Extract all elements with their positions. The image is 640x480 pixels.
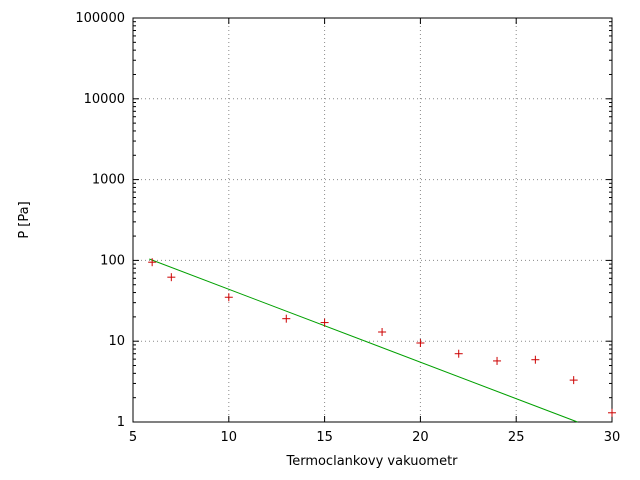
y-tick-label: 100000 xyxy=(75,11,125,26)
y-axis-title: P [Pa] xyxy=(17,201,32,238)
plot-border xyxy=(132,17,613,423)
x-axis-title: Termoclankovy vakuometr xyxy=(285,454,458,469)
y-tick-label: 10000 xyxy=(84,92,125,107)
x-tick-label: 5 xyxy=(129,430,137,445)
x-tick-label: 25 xyxy=(508,430,525,445)
y-tick-label: 1 xyxy=(117,415,125,430)
y-tick-label: 1000 xyxy=(92,173,125,188)
x-tick-label: 15 xyxy=(316,430,333,445)
x-tick-label: 30 xyxy=(604,430,621,445)
x-tick-label: 10 xyxy=(221,430,238,445)
y-tick-label: 10 xyxy=(108,334,125,349)
fit-line xyxy=(149,258,578,423)
x-tick-label: 20 xyxy=(412,430,429,445)
y-tick-label: 100 xyxy=(100,253,125,268)
